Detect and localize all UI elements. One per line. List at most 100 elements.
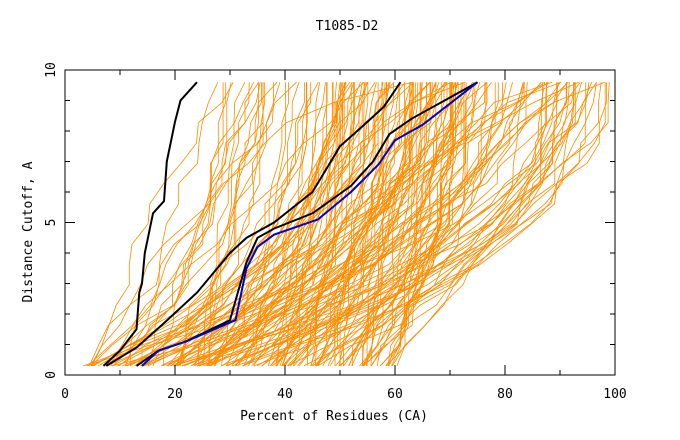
model-curve	[262, 82, 394, 367]
x-tick-label: 40	[277, 387, 293, 402]
x-tick-label: 60	[387, 387, 403, 402]
chart-title: T1085-D2	[316, 19, 379, 34]
model-curve	[129, 82, 219, 366]
x-axis-label: Percent of Residues (CA)	[240, 409, 428, 424]
model-curve	[118, 82, 448, 367]
model-curve	[220, 82, 525, 367]
model-curve	[221, 82, 414, 367]
y-tick-label: 0	[44, 371, 59, 379]
model-curve	[174, 82, 341, 367]
model-curve	[206, 81, 474, 367]
model-curve	[226, 81, 406, 367]
highlight-curve	[102, 81, 198, 367]
x-tick-label: 100	[603, 387, 626, 402]
model-curves-group	[83, 81, 610, 367]
model-curve	[178, 82, 246, 367]
model-curve	[256, 81, 581, 367]
model-curve	[124, 82, 525, 367]
model-curve	[122, 82, 590, 367]
y-axis: 0 5 10	[44, 62, 615, 379]
model-curve	[144, 82, 560, 367]
model-curve	[166, 81, 561, 367]
x-tick-label: 20	[167, 387, 183, 402]
model-curve	[282, 82, 352, 367]
x-tick-label: 80	[497, 387, 513, 402]
model-curve	[103, 82, 307, 367]
highlight-curves-group	[102, 81, 479, 367]
model-curve	[312, 82, 576, 367]
model-curve	[180, 82, 274, 366]
model-curve	[98, 82, 413, 367]
model-curve	[226, 82, 606, 367]
model-curve	[348, 81, 562, 367]
model-curve	[388, 82, 464, 367]
model-curve	[167, 82, 300, 367]
model-curve	[269, 81, 553, 367]
model-curve	[169, 82, 525, 367]
model-curve	[194, 81, 542, 367]
model-curve	[125, 81, 278, 367]
model-curve	[277, 81, 351, 366]
model-curve	[311, 82, 386, 367]
model-curve	[235, 82, 341, 367]
model-curve	[338, 82, 405, 366]
model-curve	[91, 82, 264, 367]
model-curve	[282, 82, 524, 367]
model-curve	[225, 82, 548, 367]
model-curve	[226, 82, 421, 367]
model-curve	[126, 82, 431, 367]
model-curve	[143, 81, 492, 367]
highlight-curve	[141, 81, 479, 367]
model-curve	[282, 82, 451, 367]
model-curve	[176, 82, 312, 367]
model-curve	[242, 82, 475, 367]
model-curve	[182, 82, 543, 367]
model-curve	[370, 82, 456, 366]
y-axis-label: Distance Cutoff, A	[21, 161, 36, 302]
model-curve	[125, 82, 366, 367]
model-curve	[315, 82, 427, 367]
model-curve	[334, 81, 390, 366]
model-curve	[387, 82, 451, 366]
model-curve	[163, 82, 227, 366]
model-curve	[298, 82, 528, 367]
model-curve	[190, 82, 567, 367]
model-curve	[267, 82, 343, 367]
model-curve	[340, 82, 475, 367]
model-curve	[385, 82, 456, 367]
model-curve	[140, 82, 411, 367]
model-curve	[91, 81, 297, 367]
model-curve	[129, 82, 327, 367]
model-curve	[275, 81, 414, 367]
model-curve	[88, 81, 413, 367]
model-curve	[237, 81, 488, 367]
model-curve	[243, 82, 454, 367]
model-curve	[141, 81, 260, 366]
model-curve	[290, 82, 448, 367]
x-tick-label: 0	[61, 387, 69, 402]
model-curve	[386, 81, 597, 367]
y-tick-label: 5	[44, 219, 59, 227]
model-curve	[173, 82, 558, 367]
model-curve	[363, 82, 592, 367]
model-curve	[147, 82, 255, 367]
model-curve	[303, 82, 597, 367]
model-curve	[110, 82, 232, 367]
model-curve	[106, 82, 576, 367]
model-curve	[112, 82, 224, 367]
model-curve	[234, 82, 354, 367]
model-curve	[210, 82, 355, 367]
model-curve	[167, 82, 390, 367]
model-curve	[287, 82, 602, 367]
highlight-curve	[105, 81, 402, 367]
model-curve	[199, 82, 513, 367]
model-curve	[261, 82, 487, 367]
model-curve	[194, 82, 259, 367]
model-curve	[93, 82, 347, 367]
model-curve	[361, 82, 503, 367]
x-axis: 0 20 40 60 80 100	[61, 70, 627, 402]
model-curve	[380, 82, 453, 367]
model-curve	[173, 82, 570, 367]
model-curve	[396, 82, 459, 367]
